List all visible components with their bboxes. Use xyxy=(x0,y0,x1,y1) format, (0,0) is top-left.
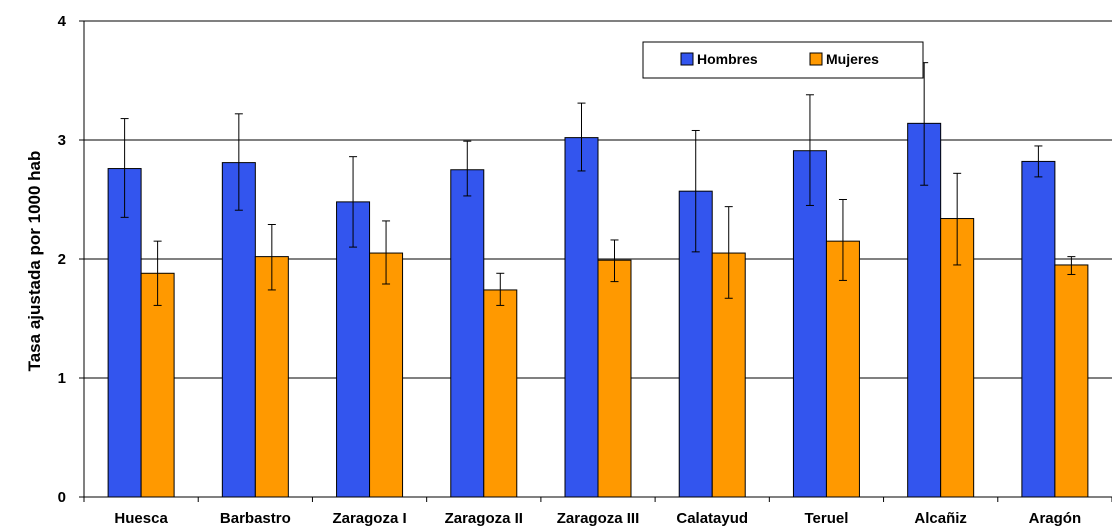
legend-label-hombres: Hombres xyxy=(697,51,758,67)
bar-mujeres xyxy=(825,240,860,498)
bar-mujeres xyxy=(140,272,175,498)
bar-hombres xyxy=(221,162,256,498)
y-axis-title: Tasa ajustada por 1000 hab xyxy=(25,151,44,372)
x-category-label: Aragón xyxy=(1029,510,1082,527)
bar-mujeres xyxy=(483,289,518,498)
y-tick-label: 1 xyxy=(58,370,66,387)
x-category-labels: Huesca Barbastro Zaragoza I Zaragoza II Zara… xyxy=(114,510,1081,527)
y-tick-label: 2 xyxy=(58,251,66,268)
bar-hombres xyxy=(450,169,485,498)
bar-mujeres xyxy=(1054,264,1089,498)
x-category-label: Zaragoza III xyxy=(557,510,640,527)
error-bars-group xyxy=(120,62,1076,306)
bar-hombres xyxy=(564,137,599,498)
y-tick-label: 3 xyxy=(58,132,66,149)
x-category-label: Zaragoza II xyxy=(445,510,523,527)
legend-swatch-hombres xyxy=(680,52,694,66)
legend-swatch-mujeres xyxy=(809,52,823,66)
x-category-label: Huesca xyxy=(114,510,168,527)
bar-mujeres xyxy=(369,252,404,498)
legend: Hombres Mujeres xyxy=(642,41,924,79)
bar-mujeres xyxy=(597,259,632,498)
legend-label-mujeres: Mujeres xyxy=(826,51,879,67)
x-category-label: Teruel xyxy=(804,510,848,527)
x-category-label: Zaragoza I xyxy=(332,510,406,527)
x-category-label: Barbastro xyxy=(220,510,291,527)
bar-mujeres xyxy=(254,256,289,498)
x-category-label: Alcañiz xyxy=(914,510,967,527)
y-tick-labels: 0 1 2 3 4 xyxy=(58,13,67,506)
bar-hombres xyxy=(107,168,142,498)
bar-hombres xyxy=(1021,160,1056,498)
bar-hombres xyxy=(792,150,827,498)
bars-group xyxy=(107,122,1089,498)
y-tick-label: 4 xyxy=(58,13,67,30)
y-tick-label: 0 xyxy=(58,489,66,506)
axes xyxy=(79,20,1112,502)
x-category-label: Calatayud xyxy=(676,510,748,527)
